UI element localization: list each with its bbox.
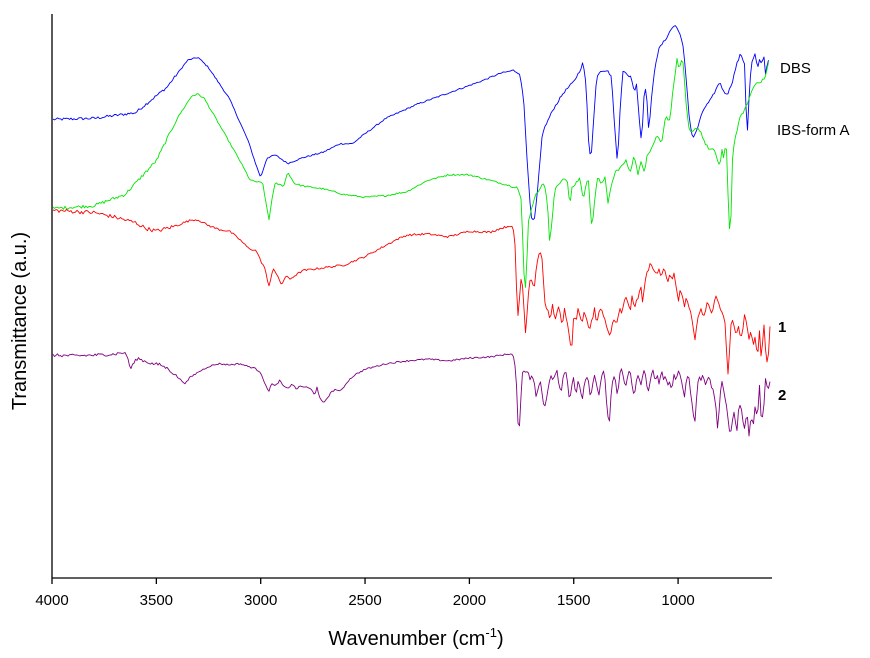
- series-labels: DBS IBS-form A 1 2: [777, 60, 850, 404]
- x-axis-title-superscript: -1: [485, 625, 497, 640]
- x-tick-label: 2000: [453, 592, 486, 609]
- plot-area: [52, 25, 771, 437]
- series-label-2: IBS-form A: [777, 122, 850, 139]
- axes: 4000 3500 3000 2500 2000 1500 1000: [35, 14, 772, 609]
- x-tick-label: 3000: [244, 592, 277, 609]
- x-tick-label: 2500: [348, 592, 381, 609]
- x-axis-title: Wavenumber (cm-1): [328, 625, 503, 650]
- x-axis-title-text: Wavenumber (cm: [328, 628, 485, 650]
- series-label-3: 1: [778, 319, 786, 336]
- series-line-4: [52, 352, 771, 437]
- series-label-4: 2: [778, 387, 786, 404]
- series-line-2: [52, 57, 769, 288]
- series-line-1: [52, 25, 769, 221]
- series-line-3: [52, 208, 771, 375]
- x-ticks: 4000 3500 3000 2500 2000 1500 1000: [35, 578, 695, 609]
- y-axis-title: Transmittance (a.u.): [9, 232, 31, 410]
- x-tick-label: 3500: [140, 592, 173, 609]
- x-axis-title-tail: ): [497, 628, 504, 650]
- x-tick-label: 1000: [661, 592, 694, 609]
- x-tick-label: 1500: [557, 592, 590, 609]
- series-label-1: DBS: [780, 60, 811, 77]
- x-tick-label: 4000: [35, 592, 68, 609]
